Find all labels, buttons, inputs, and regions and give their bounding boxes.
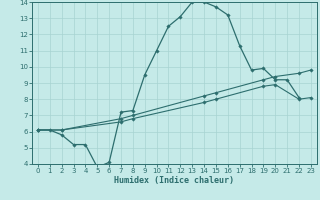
- X-axis label: Humidex (Indice chaleur): Humidex (Indice chaleur): [115, 176, 234, 185]
